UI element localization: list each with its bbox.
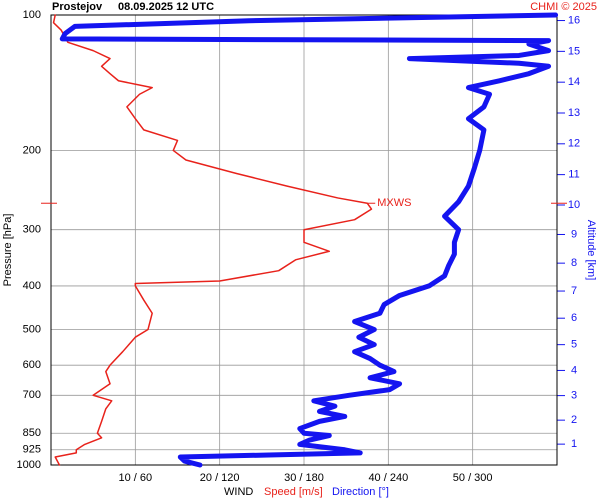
plot-frame <box>50 14 558 466</box>
annotation: MXWS <box>377 197 411 209</box>
y-tick-label: 200 <box>23 144 41 156</box>
y-tick-label: 600 <box>23 359 41 371</box>
speed-line <box>52 14 373 466</box>
y2-tick-label: 16 <box>568 14 580 26</box>
x-tick-label: 30 / 180 <box>284 472 324 484</box>
y2-tick-label: 7 <box>571 285 577 297</box>
y-tick-label: 850 <box>23 427 41 439</box>
y2-tick-label: 5 <box>571 339 577 351</box>
y2-tick-label: 2 <box>571 414 577 426</box>
y2-tick-label: 13 <box>568 107 580 119</box>
direction-line <box>59 12 559 468</box>
y-tick-label: 1000 <box>17 459 41 471</box>
y-tick-label: 500 <box>23 323 41 335</box>
y2-tick-label: 9 <box>571 228 577 240</box>
y-tick-label: 925 <box>23 444 41 456</box>
y2-tick-label: 6 <box>571 312 577 324</box>
y2-tick-label: 12 <box>568 138 580 150</box>
chart-title: 08.09.2025 12 UTC <box>118 1 214 13</box>
x-axis-label: WIND <box>224 486 253 498</box>
x-tick-label: 40 / 240 <box>368 472 408 484</box>
y-axis-label: Pressure [hPa] <box>2 214 14 287</box>
y2-tick-label: 4 <box>571 364 577 376</box>
y-tick-label: 400 <box>23 280 41 292</box>
x-tick-label: 10 / 60 <box>119 472 153 484</box>
y2-tick-label: 1 <box>571 438 577 450</box>
credit: CHMI © 2025 <box>530 1 597 13</box>
station: Prostejov <box>52 1 103 13</box>
legend-entry: Direction [°] <box>332 486 389 498</box>
y-tick-label: 300 <box>23 224 41 236</box>
y2-axis-label: Altitude [km] <box>585 220 597 281</box>
y2-tick-label: 8 <box>571 257 577 269</box>
y2-tick-label: 15 <box>568 45 580 57</box>
y2-tick-label: 10 <box>568 199 580 211</box>
legend-entry: Speed [m/s] <box>264 486 323 498</box>
x-tick-label: 20 / 120 <box>200 472 240 484</box>
y2-tick-label: 14 <box>568 76 580 88</box>
y2-tick-label: 3 <box>571 390 577 402</box>
y-tick-label: 700 <box>23 389 41 401</box>
y2-tick-label: 11 <box>568 169 579 181</box>
x-tick-label: 50 / 300 <box>453 472 493 484</box>
y-tick-label: 100 <box>23 9 41 21</box>
